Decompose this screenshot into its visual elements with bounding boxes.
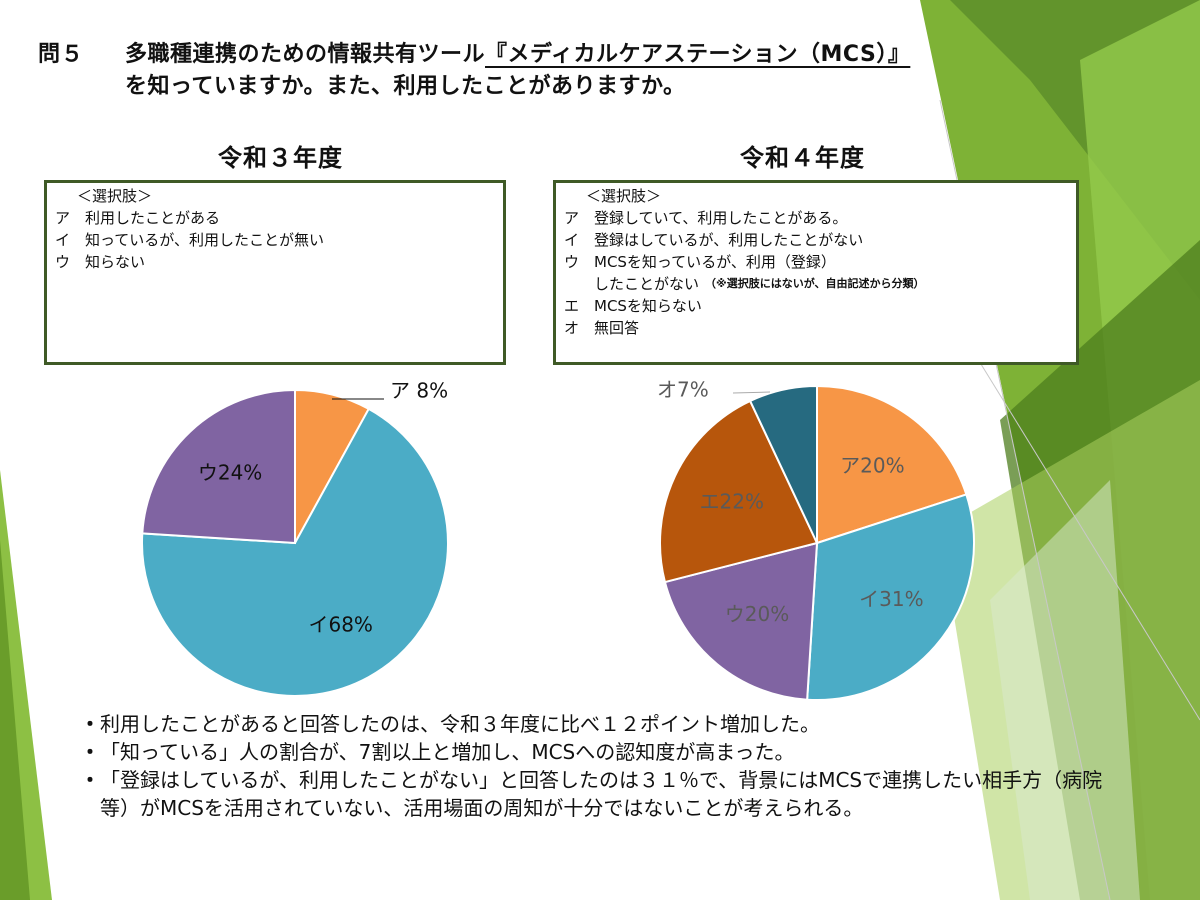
option-item: オ無回答 <box>564 317 1068 339</box>
option-key: エ <box>564 297 580 315</box>
option-text: 利用したことがある <box>85 209 221 227</box>
pie-label-ウ: ウ20% <box>725 602 789 626</box>
question-text-line2: を知っていますか。また、利用したことがありますか。 <box>125 74 686 99</box>
pie-label-ア: ア 8% <box>390 379 448 403</box>
option-text: 知らない <box>85 253 146 271</box>
pie-slice-ウ <box>663 541 819 701</box>
option-text: 登録していて、利用したことがある。 <box>594 209 848 227</box>
option-text: したことがない <box>594 275 700 293</box>
option-item: イ知っているが、利用したことが無い <box>55 229 495 251</box>
option-item: イ登録はしているが、利用したことがない <box>564 229 1068 251</box>
pie-label-ア: ア20% <box>840 453 904 477</box>
options-box-left: ＜選択肢＞ ア利用したことがある イ知っているが、利用したことが無い ウ知らない <box>44 180 506 365</box>
pie-label-ウ: ウ24% <box>198 460 262 484</box>
pie-label-エ: エ22% <box>700 489 764 513</box>
summary-bullet: ・利用したことがあると回答したのは、令和３年度に比べ１２ポイント増加した。 <box>80 710 1130 738</box>
option-item-continuation: したことがない （※選択肢にはないが、自由記述から分類） <box>564 273 1068 295</box>
question-text-pre: 多職種連携のための情報共有ツール <box>125 42 486 67</box>
pie-slice-エ <box>659 399 819 584</box>
option-text: MCSを知らない <box>594 297 702 315</box>
options-header: ＜選択肢＞ <box>77 187 153 205</box>
pie-slice-イ <box>806 493 975 701</box>
bullet-text: 「登録はしているが、利用したことがない」と回答したのは３１％で、背景にはMCSで… <box>100 768 1103 820</box>
option-key: ア <box>55 209 71 227</box>
options-header: ＜選択肢＞ <box>586 187 662 205</box>
summary-bullet: ・「登録はしているが、利用したことがない」と回答したのは３１％で、背景にはMCS… <box>80 766 1130 822</box>
bullet-marker: ・ <box>80 768 100 792</box>
pie-slice-ウ <box>141 388 296 545</box>
bullet-marker: ・ <box>80 740 100 764</box>
option-key: イ <box>564 231 580 249</box>
option-key: ウ <box>55 253 71 271</box>
pie-slice-ア <box>816 384 968 545</box>
bullet-marker: ・ <box>80 712 100 736</box>
pie-slice-オ <box>748 384 818 544</box>
option-key: オ <box>564 319 580 337</box>
option-text: 知っているが、利用したことが無い <box>85 231 324 249</box>
question-number: 問５ <box>38 42 85 67</box>
bullet-text: 利用したことがあると回答したのは、令和３年度に比べ１２ポイント増加した。 <box>100 712 820 736</box>
pie-leader-line-オ <box>732 391 771 394</box>
pie-slice-イ <box>140 407 449 697</box>
option-item: ア登録していて、利用したことがある。 <box>564 207 1068 229</box>
option-item: ア利用したことがある <box>55 207 495 229</box>
option-key: ウ <box>564 253 580 271</box>
question-text-tool-name: 『メディカルケアステーション（MCS）』 <box>485 42 911 67</box>
bullet-text: 「知っている」人の割合が、7割以上と増加し、MCSへの認知度が高まった。 <box>100 740 795 764</box>
pie-label-オ: オ7% <box>657 378 709 402</box>
option-note: （※選択肢にはないが、自由記述から分類） <box>705 277 925 290</box>
options-box-right: ＜選択肢＞ ア登録していて、利用したことがある。 イ登録はしているが、利用したこ… <box>553 180 1079 365</box>
option-item: ウ MCSを知っているが、利用（登録） <box>564 251 1068 273</box>
year-title-right: 令和４年度 <box>740 144 865 172</box>
option-text: 無回答 <box>594 319 640 337</box>
option-item: ウ知らない <box>55 251 495 273</box>
option-key: イ <box>55 231 71 249</box>
summary-bullets: ・利用したことがあると回答したのは、令和３年度に比べ１２ポイント増加した。 ・「… <box>80 710 1130 822</box>
pie-label-イ: イ31% <box>859 587 923 611</box>
pie-label-イ: イ68% <box>308 613 372 637</box>
option-text: 登録はしているが、利用したことがない <box>594 231 864 249</box>
option-item: エ MCSを知らない <box>564 295 1068 317</box>
year-title-left: 令和３年度 <box>218 144 343 172</box>
summary-bullet: ・「知っている」人の割合が、7割以上と増加し、MCSへの認知度が高まった。 <box>80 738 1130 766</box>
option-key: ア <box>564 209 580 227</box>
option-text: MCSを知っているが、利用（登録） <box>594 253 836 271</box>
question-text-line1: 多職種連携のための情報共有ツール『メディカルケアステーション（MCS）』 <box>125 36 910 68</box>
